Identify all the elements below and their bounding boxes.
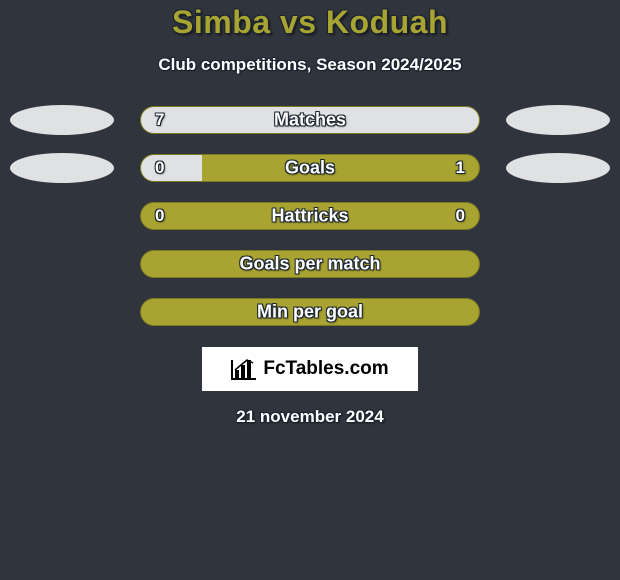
right-spacer <box>506 249 610 279</box>
page-title: Simba vs Koduah <box>0 4 620 41</box>
bar-label: Goals per match <box>141 254 479 275</box>
stat-bar: Min per goal <box>140 298 480 326</box>
site-logo: FcTables.com <box>202 347 418 391</box>
bars-container: 7Matches 01Goals 00Hattricks Goals per matc… <box>0 105 620 327</box>
stat-bar: 7Matches <box>140 106 480 134</box>
left-spacer <box>10 249 114 279</box>
bar-label: Min per goal <box>141 302 479 323</box>
left-marker-ellipse <box>10 153 114 183</box>
logo-text: FcTables.com <box>263 358 388 380</box>
left-marker-ellipse <box>10 105 114 135</box>
left-spacer <box>10 297 114 327</box>
right-marker-ellipse <box>506 105 610 135</box>
bar-label: Goals <box>141 158 479 179</box>
left-spacer <box>10 201 114 231</box>
subtitle: Club competitions, Season 2024/2025 <box>0 55 620 75</box>
stat-bar: 01Goals <box>140 154 480 182</box>
bar-label: Matches <box>141 110 479 131</box>
bar-row: 01Goals <box>0 153 620 183</box>
barchart-icon <box>231 358 257 380</box>
stat-bar: Goals per match <box>140 250 480 278</box>
bar-row: Min per goal <box>0 297 620 327</box>
bar-row: 7Matches <box>0 105 620 135</box>
comparison-infographic: Simba vs Koduah Club competitions, Seaso… <box>0 0 620 580</box>
right-spacer <box>506 297 610 327</box>
right-marker-ellipse <box>506 153 610 183</box>
bar-row: 00Hattricks <box>0 201 620 231</box>
date-label: 21 november 2024 <box>0 407 620 427</box>
bar-row: Goals per match <box>0 249 620 279</box>
bar-label: Hattricks <box>141 206 479 227</box>
stat-bar: 00Hattricks <box>140 202 480 230</box>
right-spacer <box>506 201 610 231</box>
